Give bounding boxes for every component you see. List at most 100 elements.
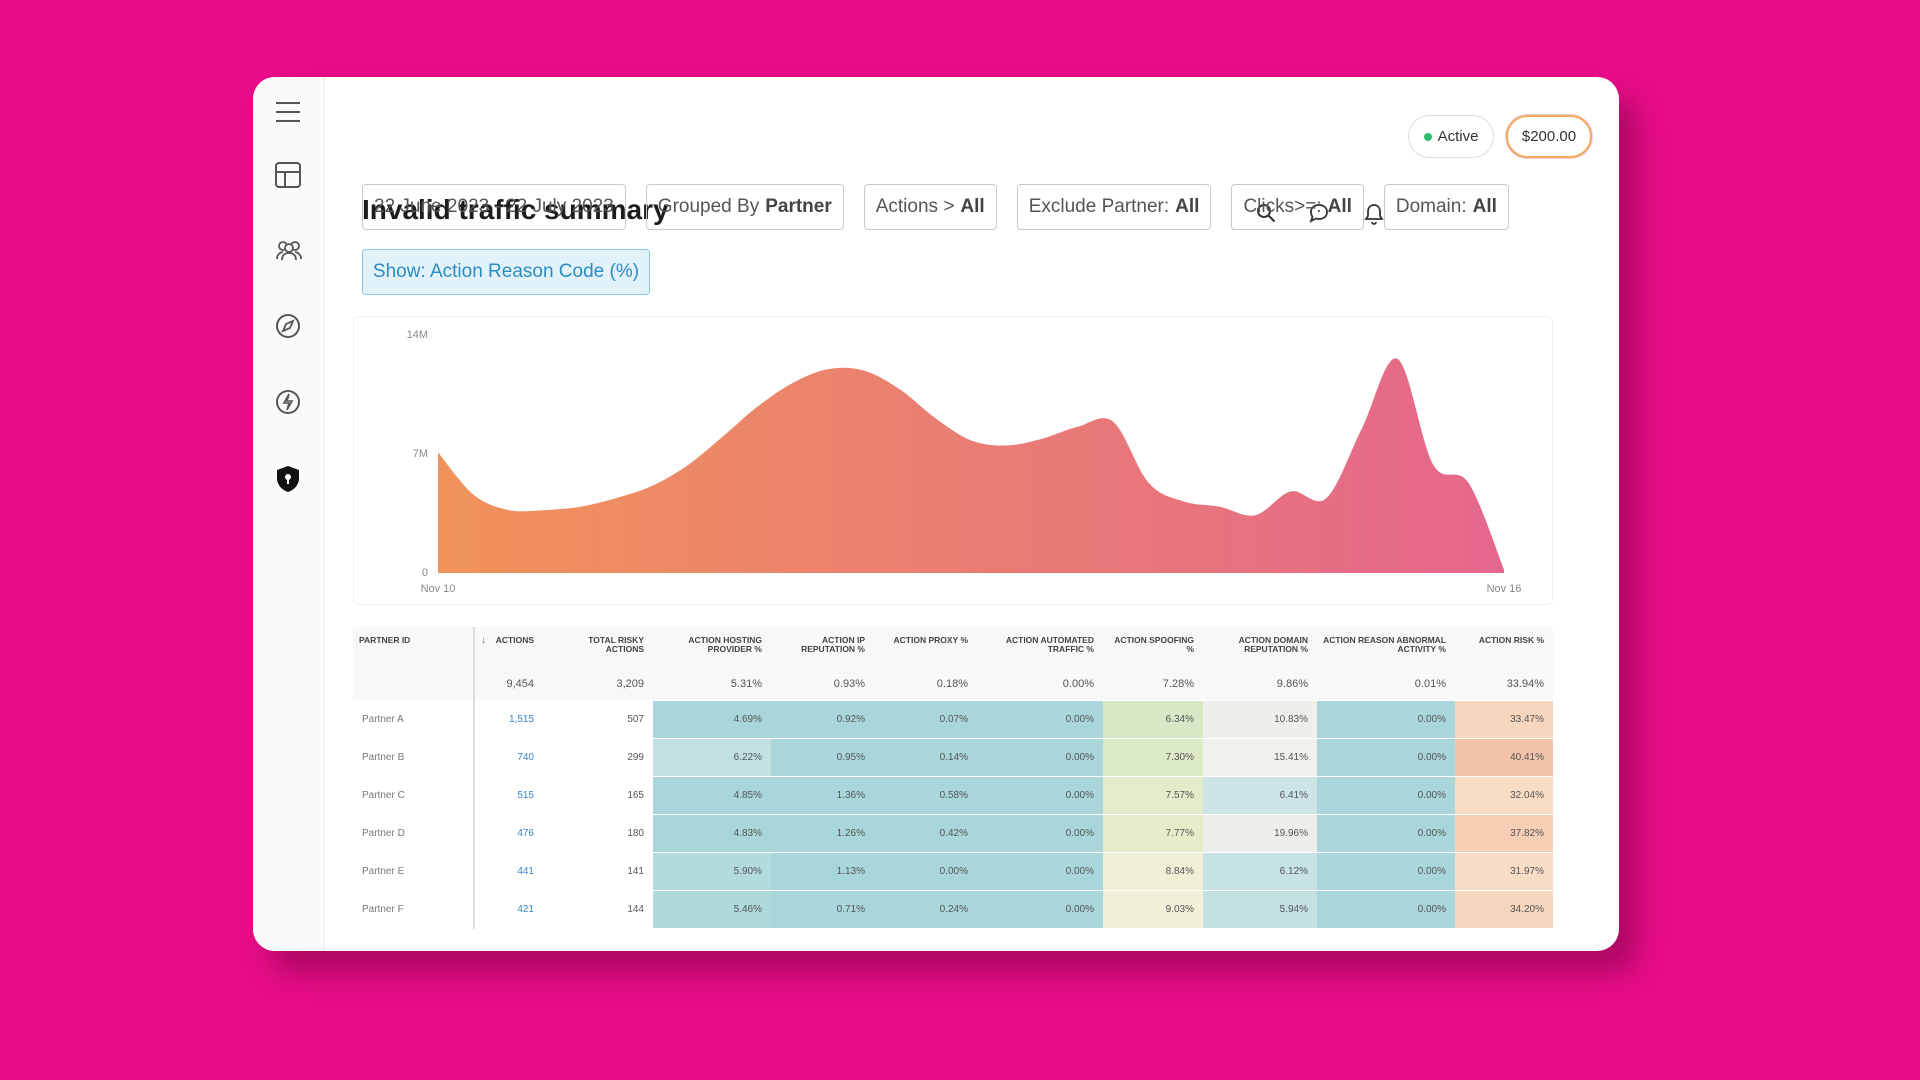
search-icon[interactable] [1256, 203, 1276, 223]
table-row: Partner E 441 141 5.90% 1.13% 0.00% 0.00% 8.84%… [353, 852, 1553, 891]
cell: 37.82% [1455, 814, 1553, 853]
actions-link[interactable]: 740 [473, 738, 543, 777]
filter-value: All [1175, 196, 1200, 217]
cell: 0.00% [977, 852, 1103, 891]
bell-icon[interactable] [1364, 203, 1384, 225]
table-row: Partner B 740 299 6.22% 0.95% 0.14% 0.00% 7.30%… [353, 738, 1553, 777]
filter-label: Actions > [875, 196, 955, 217]
column-header[interactable]: ACTION REASON ABNORMAL ACTIVITY % [1317, 627, 1455, 667]
cell: 0.58% [874, 776, 977, 815]
cell: 0.14% [874, 738, 977, 777]
total-cell: 0.93% [771, 667, 874, 701]
cell: 4.69% [653, 700, 771, 739]
actions-link[interactable]: 421 [473, 890, 543, 929]
menu-icon[interactable] [275, 100, 301, 124]
cell: 4.83% [653, 814, 771, 853]
cell: 8.84% [1103, 852, 1203, 891]
cell: 0.24% [874, 890, 977, 929]
cell: 299 [543, 738, 653, 777]
total-cell: 33.94% [1455, 667, 1553, 701]
column-header[interactable]: ACTION AUTOMATED TRAFFIC % [977, 627, 1103, 667]
cell: 0.00% [1317, 738, 1455, 777]
table-body: 9,454 3,209 5.31% 0.93% 0.18% 0.00% 7.28% 9.86%… [353, 667, 1553, 929]
y-tick-label: 14M [407, 329, 428, 341]
dashboard-icon[interactable] [275, 162, 301, 188]
balance-text: $200.00 [1521, 128, 1577, 145]
partner-id: Partner A [353, 700, 474, 739]
actions-link[interactable]: 515 [473, 776, 543, 815]
filter-label: Grouped By [657, 196, 760, 217]
shield-icon[interactable] [275, 465, 301, 493]
cell: 0.00% [1317, 890, 1455, 929]
cell: 6.41% [1203, 776, 1317, 815]
column-header[interactable]: ACTION IP REPUTATION % [771, 627, 874, 667]
cell: 0.71% [771, 890, 874, 929]
app-window: Invalid traffic summary Active $200.00 2… [253, 77, 1619, 951]
show-button[interactable]: Show: Action Reason Code (%) [362, 249, 650, 295]
filter-text: 22 June 2023 - 22 July 2023 [374, 196, 614, 217]
cell: 1.26% [771, 814, 874, 853]
table-row: Partner D 476 180 4.83% 1.26% 0.42% 0.00% 7.77%… [353, 814, 1553, 853]
actions-filter[interactable]: Actions > All [863, 184, 997, 230]
column-header-text: ACTION REASON ABNORMAL ACTIVITY % [1323, 635, 1446, 654]
column-header[interactable]: ACTION SPOOFING % [1103, 627, 1203, 667]
cell: 1.13% [771, 852, 874, 891]
column-header[interactable]: PARTNER ID [353, 627, 474, 667]
column-header-text: PARTNER ID [359, 635, 411, 645]
column-header-text: ACTION RISK % [1478, 635, 1544, 645]
total-cell: 0.00% [977, 667, 1103, 701]
partner-filter[interactable]: Exclude Partner: All [1016, 184, 1212, 230]
column-header-text: ACTION IP REPUTATION % [801, 635, 865, 654]
filter-label: Exclude Partner: [1028, 196, 1170, 217]
actions-link[interactable]: 476 [473, 814, 543, 853]
cell: 0.00% [977, 776, 1103, 815]
cell: 6.12% [1203, 852, 1317, 891]
cell: 9.03% [1103, 890, 1203, 929]
partner-id: Partner B [353, 738, 474, 777]
chat-icon[interactable] [1309, 203, 1329, 223]
cell: 7.30% [1103, 738, 1203, 777]
cell: 5.94% [1203, 890, 1317, 929]
cell: 34.20% [1455, 890, 1553, 929]
column-header[interactable]: ACTION RISK % [1455, 627, 1553, 667]
x-tick-label: Nov 10 [421, 583, 456, 595]
actions-link[interactable]: 1,515 [473, 700, 543, 739]
column-header[interactable]: ACTION HOSTING PROVIDER % [653, 627, 771, 667]
actions-link[interactable]: 441 [473, 852, 543, 891]
x-tick-label: Nov 16 [1487, 583, 1522, 595]
column-header-text: ACTIONS [495, 635, 534, 645]
cell: 0.42% [874, 814, 977, 853]
energy-icon[interactable] [275, 389, 301, 415]
table-row: Partner C 515 165 4.85% 1.36% 0.58% 0.00% 7.57%… [353, 776, 1553, 815]
chart: 0 7M 14M Nov 10 Nov 16 [407, 329, 1522, 595]
total-cell: 9.86% [1203, 667, 1317, 701]
column-header-text: ACTION AUTOMATED TRAFFIC % [1005, 635, 1094, 654]
sidebar [253, 77, 325, 951]
filter-label: Clicks>=: [1243, 196, 1322, 217]
balance-pill[interactable]: $200.00 [1506, 115, 1592, 158]
users-icon[interactable] [275, 239, 303, 261]
column-header[interactable]: ACTION PROXY % [874, 627, 977, 667]
column-header[interactable]: ↓ ACTIONS [473, 627, 543, 667]
filter-value: All [960, 196, 985, 217]
cell: 5.46% [653, 890, 771, 929]
clicks-filter[interactable]: Clicks>=: All [1231, 184, 1364, 230]
cell: 10.83% [1203, 700, 1317, 739]
group-filter[interactable]: Grouped By Partner [645, 184, 844, 230]
partner-id: Partner C [353, 776, 474, 815]
column-header[interactable]: ACTION DOMAIN REPUTATION % [1203, 627, 1317, 667]
domain-filter[interactable]: Domain: All [1383, 184, 1509, 230]
chart-panel: 0 7M 14M Nov 10 Nov 16 [353, 316, 1553, 605]
explore-icon[interactable] [275, 313, 301, 339]
filter-value: Partner [765, 196, 832, 217]
cell: 7.57% [1103, 776, 1203, 815]
date-filter[interactable]: 22 June 2023 - 22 July 2023 [362, 184, 626, 230]
cell: 144 [543, 890, 653, 929]
cell: 0.95% [771, 738, 874, 777]
column-header[interactable]: TOTAL RISKY ACTIONS [543, 627, 653, 667]
cell: 0.00% [1317, 700, 1455, 739]
status-pill[interactable]: Active [1408, 115, 1494, 158]
total-cell: 7.28% [1103, 667, 1203, 701]
cell: 15.41% [1203, 738, 1317, 777]
table-row: Partner A 1,515 507 4.69% 0.92% 0.07% 0.00% 6.3… [353, 700, 1553, 739]
